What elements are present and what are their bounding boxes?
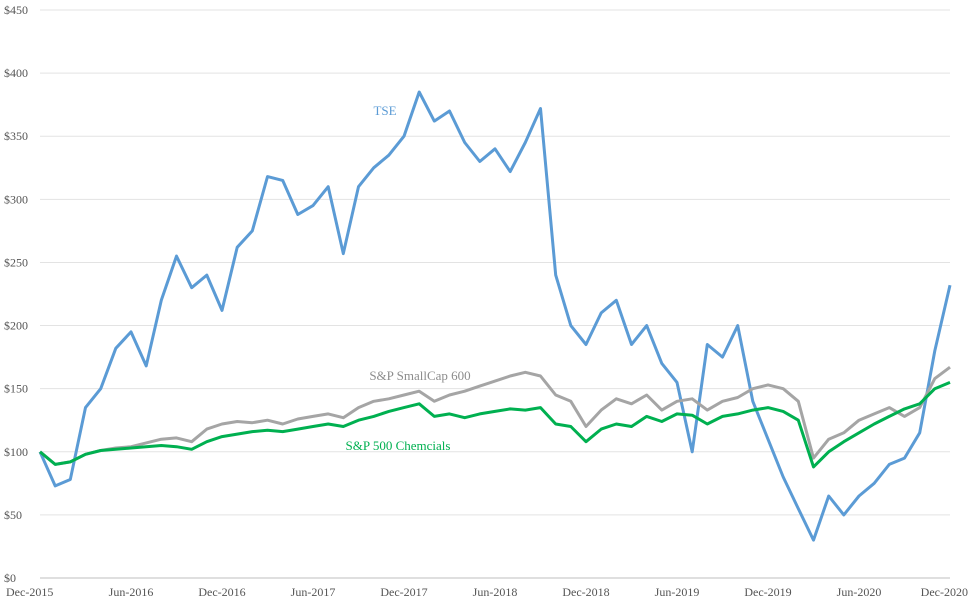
series-annotation: S&P 500 Chemcials [346,438,451,453]
series-line-2 [39,381,951,469]
series-line-0 [38,90,952,542]
series-annotation: S&P SmallCap 600 [369,368,470,383]
y-tick-label: $100 [4,445,28,459]
y-tick-label: $250 [4,255,28,269]
x-tick-label: Jun-2020 [837,585,882,599]
x-tick-label: Jun-2018 [473,585,518,599]
y-tick-label: $50 [4,508,22,522]
x-tick-label: Jun-2016 [109,585,154,599]
x-tick-label: Jun-2019 [655,585,700,599]
series-annotations: TSE S&P SmallCap 600 S&P 500 Chemcials [346,103,471,453]
series-lines [38,90,952,542]
y-axis-tick-labels: $0 $50 $100 $150 $200 $250 $300 $350 $400 $450 [4,3,28,585]
gridlines [40,9,950,579]
x-tick-label: Dec-2016 [198,585,245,599]
x-axis-tick-labels: Dec-2015 Jun-2016 Dec-2016 Jun-2017 Dec-2017… [6,585,968,599]
y-tick-label: $450 [4,3,28,17]
y-tick-label: $350 [4,129,28,143]
x-tick-label: Dec-2019 [744,585,791,599]
series-line-1 [39,366,951,466]
x-tick-label: Jun-2017 [291,585,336,599]
y-tick-label: $200 [4,319,28,333]
series-annotation: TSE [373,103,396,118]
y-tick-label: $0 [4,571,16,585]
x-tick-label: Dec-2020 [921,585,968,599]
x-tick-label: Dec-2017 [380,585,427,599]
y-tick-label: $400 [4,66,28,80]
y-tick-label: $150 [4,382,28,396]
y-tick-label: $300 [4,192,28,206]
x-tick-label: Dec-2015 [6,585,53,599]
x-tick-label: Dec-2018 [562,585,609,599]
